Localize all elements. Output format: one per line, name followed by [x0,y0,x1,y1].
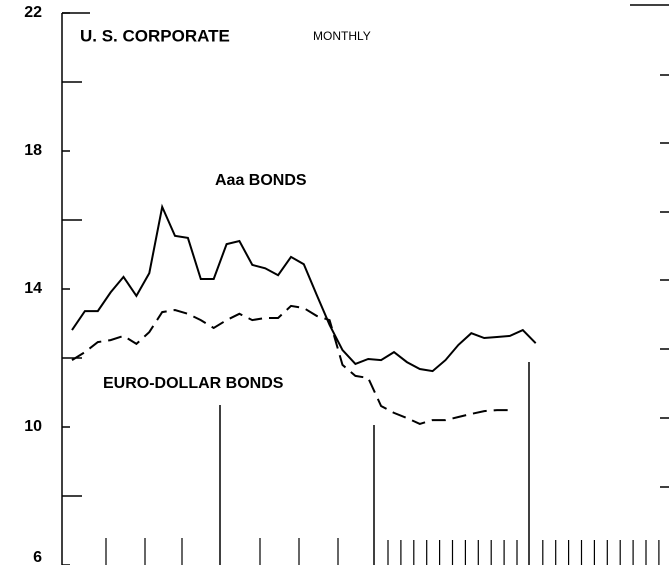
annotation: Aaa BONDS [215,172,307,189]
y-tick-label: 6 [33,549,42,565]
annotation: EURO-DOLLAR BONDS [103,375,284,392]
series-line [71,304,510,425]
series-line [71,203,537,373]
y-tick-label: 10 [24,418,42,435]
axis-frame [61,4,669,565]
y-tick-label: 22 [24,4,42,21]
y-tick-label: 14 [24,280,42,297]
chart-title: U. S. CORPORATE [80,26,230,45]
y-tick-label: 18 [24,142,42,159]
chart-subtitle: MONTHLY [313,29,371,43]
